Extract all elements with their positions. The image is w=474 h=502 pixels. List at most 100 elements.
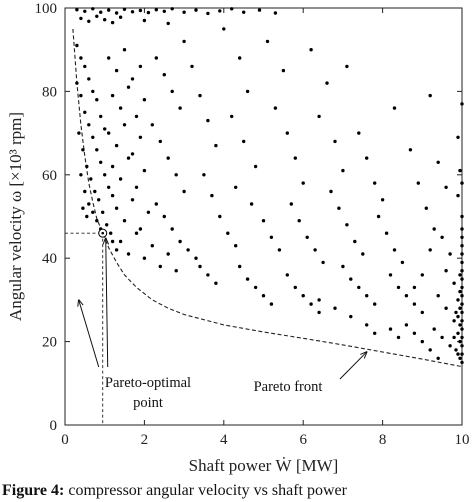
data-point xyxy=(460,181,464,185)
data-point xyxy=(166,21,170,26)
data-point xyxy=(210,193,214,198)
data-point xyxy=(194,8,198,12)
data-point xyxy=(458,323,462,327)
data-point xyxy=(460,260,464,265)
data-point xyxy=(118,177,123,181)
data-point xyxy=(91,135,95,139)
data-point xyxy=(107,131,111,135)
data-point xyxy=(154,202,158,206)
pareto-optimal-arrow-2 xyxy=(79,300,100,368)
data-point xyxy=(214,281,218,285)
data-point xyxy=(460,294,464,298)
pareto-front-layer xyxy=(72,28,463,368)
data-point xyxy=(458,289,462,294)
data-point xyxy=(460,360,464,365)
data-point xyxy=(202,173,206,177)
data-point xyxy=(114,143,119,148)
data-point xyxy=(309,302,313,306)
data-point xyxy=(122,48,127,52)
data-point xyxy=(178,239,182,244)
data-point xyxy=(95,148,99,152)
data-point xyxy=(337,206,341,210)
data-point xyxy=(190,64,194,69)
data-point xyxy=(134,114,139,119)
data-point xyxy=(456,193,460,198)
data-point xyxy=(206,273,210,277)
data-point xyxy=(412,285,417,290)
x-tick-label: 2 xyxy=(141,432,149,448)
data-point xyxy=(110,20,115,25)
data-point xyxy=(436,294,440,298)
data-point xyxy=(329,189,333,194)
data-point xyxy=(103,173,107,177)
data-point xyxy=(261,294,266,298)
data-point xyxy=(361,252,365,256)
data-point xyxy=(198,264,202,269)
data-point xyxy=(230,7,234,11)
data-point xyxy=(357,285,361,290)
data-point xyxy=(460,335,464,340)
data-point xyxy=(257,8,262,12)
data-point xyxy=(460,319,464,323)
x-axis-label: Shaft power Ẇ [MW] xyxy=(189,456,339,475)
data-point xyxy=(230,114,234,119)
data-point xyxy=(273,11,278,15)
data-point xyxy=(126,252,131,256)
data-point xyxy=(83,9,87,13)
data-point xyxy=(313,248,317,252)
data-point xyxy=(97,198,101,202)
data-point xyxy=(388,327,393,331)
data-point xyxy=(158,264,162,269)
data-point xyxy=(456,135,460,139)
data-point xyxy=(392,248,397,252)
data-point xyxy=(333,139,337,144)
data-point xyxy=(178,106,182,110)
data-point xyxy=(134,185,139,189)
data-point xyxy=(454,348,458,352)
data-point xyxy=(166,156,170,160)
pareto-optimal-arrow xyxy=(106,238,108,368)
data-point xyxy=(77,131,81,135)
data-point xyxy=(432,327,436,331)
data-point xyxy=(114,248,119,252)
data-point xyxy=(373,331,377,335)
data-point xyxy=(158,139,162,144)
y-tick-label: 40 xyxy=(42,251,57,267)
data-points xyxy=(75,7,464,365)
data-point xyxy=(110,193,115,198)
data-point xyxy=(245,89,250,94)
data-point xyxy=(317,114,321,119)
data-point xyxy=(130,10,135,14)
data-point xyxy=(388,273,393,277)
labels: Shaft power Ẇ [MW] Angular velocity ω [×1… xyxy=(6,112,338,475)
caption-text: compressor angular velocity vs shaft pow… xyxy=(64,482,347,499)
data-point xyxy=(325,81,329,85)
data-point xyxy=(432,227,436,231)
data-point xyxy=(134,231,139,235)
data-point xyxy=(79,93,83,98)
data-point xyxy=(85,214,89,219)
data-point xyxy=(103,18,107,22)
data-point xyxy=(458,306,462,310)
data-point xyxy=(75,81,79,85)
data-point xyxy=(138,64,143,69)
data-point xyxy=(146,210,151,214)
data-point xyxy=(345,223,349,227)
data-point xyxy=(150,123,154,127)
data-point xyxy=(460,302,464,306)
data-point xyxy=(341,168,345,173)
data-point xyxy=(99,114,103,119)
pareto-optimal-label: point xyxy=(133,395,163,411)
data-point xyxy=(253,164,258,169)
data-point xyxy=(285,131,289,135)
x-tick-label: 0 xyxy=(61,432,69,448)
data-point xyxy=(365,156,369,160)
data-point xyxy=(460,310,464,315)
data-point xyxy=(226,231,230,235)
data-point xyxy=(460,352,464,356)
data-point xyxy=(249,202,254,206)
data-point xyxy=(456,314,460,319)
data-point xyxy=(448,344,452,348)
data-point xyxy=(400,260,405,265)
